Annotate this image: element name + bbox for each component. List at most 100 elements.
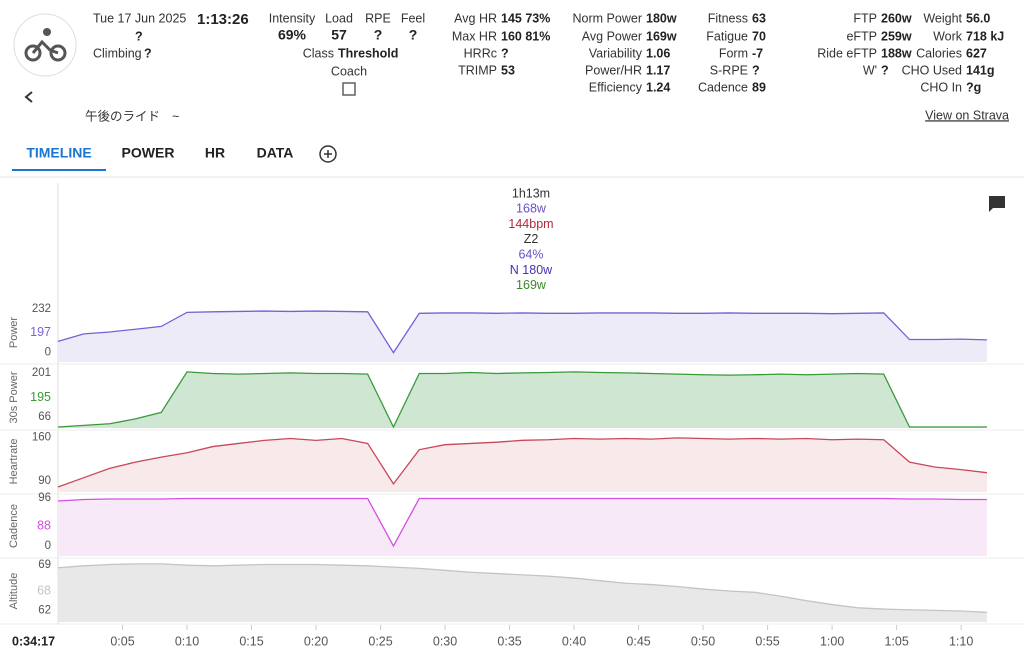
tab[interactable]: POWER — [122, 145, 175, 161]
area — [58, 311, 987, 362]
overlay-label: N 180w — [510, 263, 553, 277]
x-tick-label: 0:55 — [755, 634, 779, 648]
x-tick-label: 0:40 — [562, 634, 586, 648]
x-tick-label: 0:45 — [626, 634, 650, 648]
stat-value: 259w — [881, 29, 912, 43]
line — [57, 563, 987, 613]
duration-note: ? — [135, 29, 143, 43]
x-tick-label: 0:35 — [497, 634, 521, 648]
stat-value: 56.0 — [966, 11, 990, 25]
stat-value: 89 — [752, 80, 766, 94]
name-suffix: ~ — [172, 109, 179, 123]
summary-value: ? — [409, 27, 418, 43]
x-tick-label: 1:05 — [884, 634, 908, 648]
stat-label: HRRc — [464, 46, 497, 60]
stat-label: CHO Used — [902, 63, 962, 77]
stat-label: Form — [719, 46, 748, 60]
stat-value: 627 — [966, 46, 987, 60]
stat-label: TRIMP — [458, 63, 497, 77]
climbing-label: Climbing — [93, 46, 142, 60]
stat-label: W' — [863, 63, 877, 77]
overlay-label: 1h13m — [512, 186, 550, 200]
rider-head — [43, 28, 51, 36]
stat-value: 260w — [881, 11, 912, 25]
stat-value: 145 73% — [501, 11, 550, 25]
stat-value: 70 — [752, 29, 766, 43]
stat-value: -7 — [752, 46, 763, 60]
stat-label: Weight — [923, 11, 962, 25]
line — [57, 497, 987, 548]
stat-label: Cadence — [698, 80, 748, 94]
x-tick-label: 0:25 — [368, 634, 392, 648]
overlay-label: 144bpm — [508, 217, 553, 231]
x-tick-label: 0:50 — [691, 634, 715, 648]
y-tick-label: 0 — [45, 347, 51, 359]
area — [58, 498, 987, 556]
summary-value: 69% — [278, 27, 307, 43]
stat-label: Work — [933, 29, 963, 43]
y-tick-label: 66 — [38, 411, 51, 423]
stat-value: 180w — [646, 11, 677, 25]
x-tick-label: 0:10 — [175, 634, 199, 648]
tab[interactable]: DATA — [257, 145, 294, 161]
panel-label: 30s Power — [8, 371, 20, 423]
overlay-label: Z2 — [524, 232, 539, 246]
stat-value: ? — [881, 63, 889, 77]
stat-value: 141g — [966, 63, 995, 77]
tab[interactable]: TIMELINE — [26, 145, 91, 161]
summary-label: RPE — [365, 11, 391, 25]
stat-label: Variability — [589, 46, 643, 60]
stat-value: 53 — [501, 63, 515, 77]
y-tick-label: 90 — [38, 475, 51, 487]
stat-label: CHO In — [920, 80, 962, 94]
bike-icon — [24, 39, 67, 62]
y-tick-label: 160 — [32, 431, 51, 443]
x-tick-label: 0:05 — [110, 634, 134, 648]
duration: 1:13:26 — [197, 11, 249, 28]
avg-label: 197 — [30, 325, 51, 339]
overlay-label: 64% — [518, 247, 543, 261]
summary-value: ? — [374, 27, 383, 43]
stat-value: 188w — [881, 46, 912, 60]
back[interactable] — [24, 91, 33, 103]
stat-label: Ride eFTP — [817, 46, 877, 60]
stat-label: Efficiency — [589, 80, 643, 94]
line — [57, 437, 988, 488]
summary-label: Feel — [401, 11, 425, 25]
summary-value: 57 — [331, 27, 347, 43]
stat-value: 1.06 — [646, 46, 670, 60]
strava-link[interactable]: View on Strava — [925, 108, 1009, 122]
line — [57, 310, 987, 354]
overlay-label: 169w — [516, 278, 547, 292]
stat-value: 1.24 — [646, 80, 670, 94]
class: Threshold — [338, 46, 398, 60]
stat-label: Fitness — [708, 11, 748, 25]
panel-label: Altitude — [8, 573, 20, 610]
stat-value: 160 81% — [501, 29, 550, 43]
stat-value: 63 — [752, 11, 766, 25]
stat-label: FTP — [853, 11, 877, 25]
y-tick-label: 69 — [38, 559, 51, 571]
stat-value: 169w — [646, 29, 677, 43]
stat-value: 1.17 — [646, 63, 670, 77]
date: Tue 17 Jun 2025 — [93, 11, 186, 25]
comment-icon[interactable] — [989, 196, 1005, 212]
summary-label: Intensity — [269, 11, 316, 25]
stat-value: ? — [501, 46, 509, 60]
stat-label: Avg Power — [582, 29, 642, 43]
add-tab[interactable] — [319, 145, 337, 163]
coach-checkbox[interactable] — [342, 82, 356, 96]
add-tab-plus — [324, 150, 332, 158]
panel-label: Heartrate — [8, 439, 20, 485]
stat-label: Avg HR — [454, 11, 497, 25]
summary-label: Load — [325, 11, 353, 25]
stat-value: 718 kJ — [966, 29, 1004, 43]
tab[interactable]: HR — [205, 145, 225, 161]
stat-label: eFTP — [846, 29, 877, 43]
stat-value: ? — [752, 63, 760, 77]
y-tick-label: 232 — [32, 303, 51, 315]
stat-label: Norm Power — [573, 11, 642, 25]
panel-label: Cadence — [8, 504, 20, 548]
y-tick-label: 96 — [38, 492, 51, 504]
